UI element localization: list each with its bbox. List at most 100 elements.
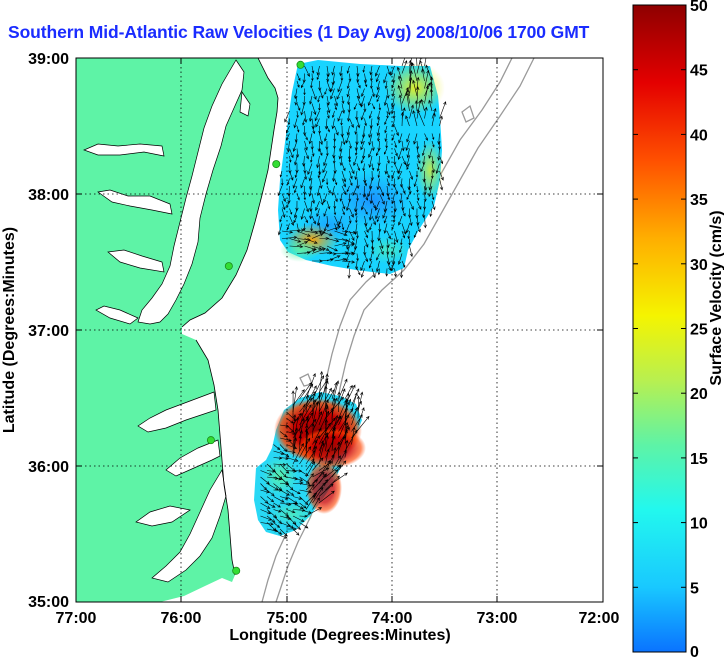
velocity-vector	[309, 208, 313, 220]
velocity-vector	[439, 178, 444, 191]
velocity-vector	[304, 200, 309, 213]
velocity-vector	[348, 215, 352, 224]
velocity-vector	[292, 522, 302, 530]
velocity-vector	[390, 260, 395, 272]
velocity-vector	[316, 73, 320, 81]
velocity-vector	[334, 103, 337, 111]
velocity-vector	[286, 522, 294, 529]
velocity-vector	[401, 200, 405, 211]
velocity-vector	[423, 140, 427, 149]
velocity-vector	[386, 170, 390, 179]
velocity-vector	[424, 85, 429, 104]
velocity-vector	[399, 268, 404, 279]
velocity-vector	[312, 411, 322, 432]
velocity-vector	[325, 434, 329, 452]
velocity-vector	[293, 215, 298, 224]
x-tick-label: 76:00	[161, 610, 202, 627]
velocity-vector	[304, 133, 308, 141]
velocity-vector	[311, 148, 315, 157]
velocity-vector	[385, 268, 389, 277]
velocity-vector	[401, 208, 406, 217]
velocity-vector	[326, 252, 337, 256]
velocity-vector	[371, 215, 376, 226]
velocity-vector	[339, 193, 343, 202]
velocity-vector	[347, 268, 351, 279]
velocity-vector	[311, 125, 316, 135]
velocity-vector	[368, 260, 373, 269]
velocity-vector	[296, 103, 301, 111]
velocity-vector	[370, 170, 374, 181]
velocity-vector	[281, 208, 286, 218]
velocity-vector	[279, 522, 291, 527]
velocity-vector	[260, 522, 274, 526]
velocity-vector	[356, 193, 359, 202]
velocity-vector	[341, 223, 345, 231]
velocity-vector	[324, 418, 328, 445]
velocity-vector	[322, 170, 328, 183]
velocity-vector	[360, 140, 365, 151]
velocity-vector	[326, 255, 341, 262]
velocity-vector	[364, 230, 368, 239]
velocity-vector	[368, 133, 373, 146]
velocity-vector	[296, 110, 299, 119]
velocity-vector	[413, 133, 418, 145]
velocity-vector	[326, 95, 330, 106]
velocity-vector	[414, 100, 419, 112]
velocity-vector	[429, 76, 434, 89]
velocity-vector	[349, 208, 354, 218]
velocity-vector	[346, 238, 350, 250]
velocity-vector	[429, 208, 433, 218]
velocity-vector	[423, 215, 427, 229]
velocity-vector	[416, 163, 420, 171]
velocity-vector	[279, 496, 289, 500]
velocity-vector	[386, 155, 390, 164]
velocity-vector	[312, 445, 318, 465]
velocity-vector	[383, 200, 388, 213]
velocity-vector	[364, 193, 368, 201]
velocity-vector	[281, 200, 286, 211]
velocity-vector	[316, 215, 321, 227]
velocity-vector	[305, 461, 316, 478]
velocity-vector	[326, 110, 330, 119]
colorbar-label: Surface Velocity (cm/s)	[708, 210, 724, 385]
velocity-vector	[399, 245, 403, 254]
velocity-vector	[296, 125, 300, 133]
velocity-vector	[393, 238, 396, 246]
velocity-vector	[341, 260, 356, 264]
velocity-vector	[355, 215, 358, 224]
moderate-current-patch	[280, 238, 320, 262]
x-tick-label: 75:00	[267, 610, 308, 627]
velocity-vector	[334, 193, 338, 203]
velocity-vector	[312, 482, 326, 497]
velocity-vector	[431, 133, 435, 141]
velocity-vector	[375, 200, 380, 211]
velocity-vector	[383, 223, 388, 234]
velocity-vector	[287, 118, 291, 126]
velocity-vector	[323, 155, 328, 167]
velocity-vector	[398, 215, 403, 226]
velocity-vector	[437, 148, 441, 161]
velocity-vector	[299, 470, 309, 476]
velocity-vector	[349, 230, 355, 242]
x-tick-label: 77:00	[56, 610, 97, 627]
velocity-vector	[392, 110, 396, 120]
velocity-vector	[302, 118, 305, 126]
velocity-vector	[401, 86, 409, 104]
velocity-vector	[408, 59, 412, 74]
velocity-vector	[303, 88, 306, 96]
velocity-vector	[407, 230, 411, 240]
velocity-vector	[277, 223, 283, 236]
velocity-vector	[341, 163, 346, 172]
velocity-vector	[368, 148, 373, 159]
velocity-vector	[308, 133, 313, 145]
velocity-vector	[319, 193, 324, 206]
velocity-vector	[397, 170, 403, 180]
velocity-vector	[401, 185, 406, 194]
grid-lines	[76, 58, 603, 602]
velocity-vector	[294, 88, 298, 100]
velocity-vector	[346, 65, 350, 74]
velocity-vector	[312, 457, 324, 471]
velocity-vector	[311, 103, 317, 116]
velocity-vector	[331, 455, 341, 471]
velocity-vector	[260, 509, 272, 515]
